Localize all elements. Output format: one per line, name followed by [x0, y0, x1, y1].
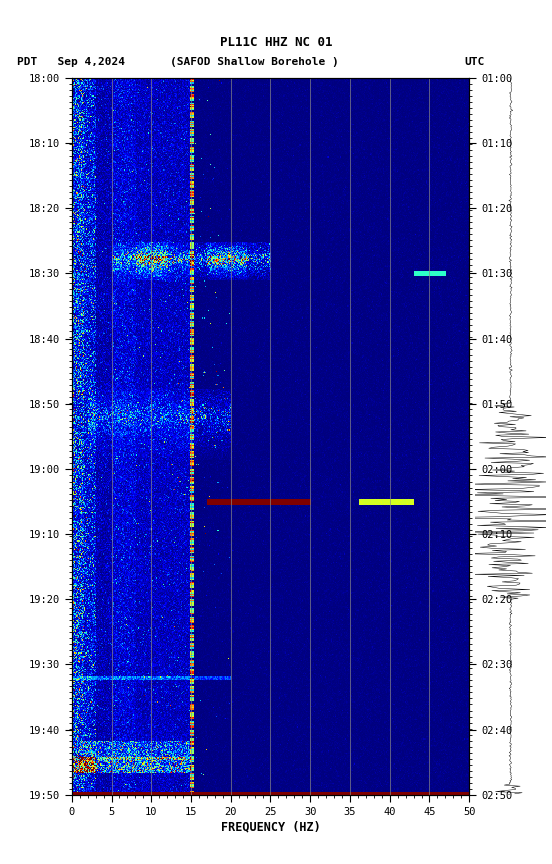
Text: (SAFOD Shallow Borehole ): (SAFOD Shallow Borehole ): [169, 57, 338, 67]
Text: UTC: UTC: [465, 57, 485, 67]
Text: PDT   Sep 4,2024: PDT Sep 4,2024: [17, 57, 125, 67]
X-axis label: FREQUENCY (HZ): FREQUENCY (HZ): [221, 821, 320, 834]
Text: PL11C HHZ NC 01: PL11C HHZ NC 01: [220, 36, 332, 49]
